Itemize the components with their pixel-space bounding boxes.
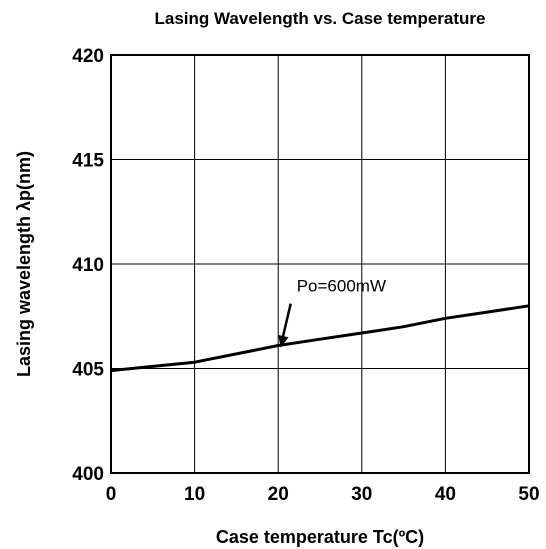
y-tick-label-410: 410 bbox=[72, 255, 104, 276]
x-tick-label-30: 30 bbox=[351, 484, 372, 505]
data-point bbox=[277, 344, 280, 347]
x-tick-label-10: 10 bbox=[184, 484, 205, 505]
data-point bbox=[151, 365, 154, 368]
plot-frame bbox=[110, 54, 530, 474]
y-tick-label-415: 415 bbox=[72, 151, 104, 172]
data-point bbox=[527, 304, 531, 307]
grid bbox=[110, 54, 530, 474]
series-group bbox=[109, 304, 531, 373]
x-tick-label-50: 50 bbox=[518, 484, 539, 505]
x-tick-label-20: 20 bbox=[268, 484, 289, 505]
x-tick-label-40: 40 bbox=[435, 484, 456, 505]
annotation-group: Po=600mW bbox=[278, 277, 386, 348]
y-tick-label-420: 420 bbox=[72, 46, 104, 67]
data-point bbox=[402, 325, 405, 328]
data-point bbox=[486, 310, 489, 314]
annotation-label-0: Po=600mW bbox=[297, 277, 386, 296]
annotation-arrow-shaft bbox=[281, 303, 292, 338]
y-tick-label-405: 405 bbox=[72, 360, 104, 381]
x-axis-label: Case temperature Tc(ºC) bbox=[216, 527, 424, 547]
annotation-arrowhead bbox=[278, 334, 289, 348]
data-point bbox=[193, 361, 196, 364]
data-point bbox=[235, 352, 238, 356]
data-point bbox=[109, 369, 113, 372]
y-tick-label-400: 400 bbox=[72, 464, 104, 485]
data-point bbox=[444, 317, 447, 320]
y-axis-label: Lasing wavelength λp(nm) bbox=[14, 151, 34, 377]
chart-title: Lasing Wavelength vs. Case temperature bbox=[155, 9, 486, 28]
data-point bbox=[360, 331, 363, 335]
tick-labels: 0 10 20 30 40 50 400 405 410 415 420 bbox=[72, 46, 539, 505]
x-tick-label-0: 0 bbox=[106, 484, 117, 505]
data-point bbox=[318, 338, 322, 341]
